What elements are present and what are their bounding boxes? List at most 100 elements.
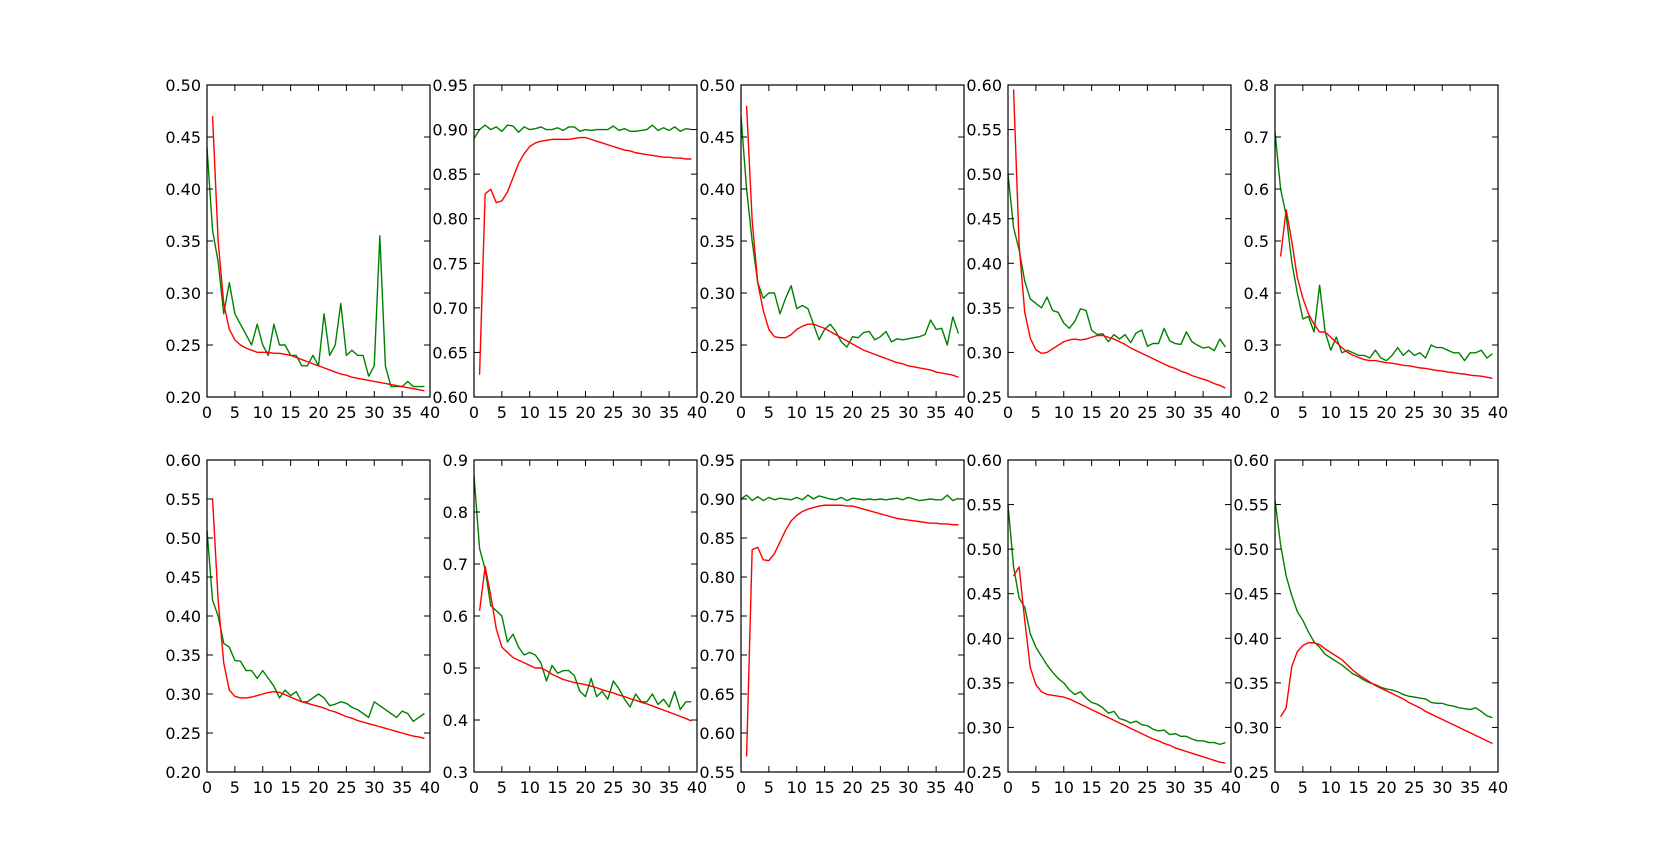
y-tick-label: 0.85 [432, 165, 468, 184]
subplot-8: 0 5 10 15 20 25 30 35 40 0.55 0.60 0.65 0.70 0.75 0.80… [699, 451, 974, 797]
x-tick-label: 15 [1348, 403, 1368, 422]
x-tick-label: 20 [575, 778, 595, 797]
y-tick-label: 0.55 [1233, 496, 1269, 515]
series-line-2 [1012, 566, 1226, 764]
y-tick-label: 0.25 [966, 763, 1002, 782]
y-tick-label: 0.65 [432, 343, 468, 362]
y-tick-label: 0.30 [966, 718, 1002, 737]
y-tick-label: 0.7 [1244, 128, 1269, 147]
x-tick-label: 25 [603, 778, 623, 797]
series-line-2 [745, 105, 959, 378]
y-tick-label: 0.35 [165, 646, 201, 665]
subplot-2: 0 5 10 15 20 25 30 35 40 0.60 0.65 0.70 0.75 0.80 0.85… [432, 76, 707, 422]
y-tick-label: 0.8 [1244, 76, 1269, 95]
x-tick-label: 25 [1137, 778, 1157, 797]
series-line-1 [740, 494, 959, 502]
x-tick-label: 15 [814, 403, 834, 422]
y-tick-label: 0.8 [443, 503, 468, 522]
series-line-2 [1279, 209, 1493, 379]
y-tick-label: 0.9 [443, 451, 468, 470]
series-line-1 [1274, 131, 1493, 362]
y-tick-label: 0.40 [165, 607, 201, 626]
y-tick-label: 0.60 [699, 724, 735, 743]
x-tick-label: 5 [1031, 403, 1041, 422]
x-tick-label: 10 [1321, 403, 1341, 422]
x-tick-label: 5 [230, 403, 240, 422]
x-tick-label: 10 [1054, 403, 1074, 422]
x-tick-label: 5 [1031, 778, 1041, 797]
subplot-4: 0 5 10 15 20 25 30 35 40 0.25 0.30 0.35 0.40 0.45 0.50… [966, 76, 1241, 422]
x-tick-label: 0 [736, 403, 746, 422]
x-tick-label: 30 [1432, 403, 1452, 422]
x-tick-label: 15 [1348, 778, 1368, 797]
y-tick-label: 0.25 [966, 388, 1002, 407]
x-tick-label: 35 [659, 778, 679, 797]
y-tick-label: 0.35 [966, 299, 1002, 318]
x-tick-label: 10 [520, 778, 540, 797]
x-tick-label: 40 [420, 403, 440, 422]
y-tick-label: 0.45 [165, 128, 201, 147]
series-line-2 [1012, 89, 1226, 389]
x-tick-label: 0 [736, 778, 746, 797]
x-tick-label: 25 [1404, 403, 1424, 422]
y-tick-label: 0.7 [443, 555, 468, 574]
y-tick-label: 0.45 [699, 128, 735, 147]
x-tick-label: 35 [1460, 778, 1480, 797]
y-tick-label: 0.3 [443, 763, 468, 782]
x-tick-label: 20 [1109, 778, 1129, 797]
x-tick-label: 35 [926, 403, 946, 422]
y-tick-label: 0.75 [432, 254, 468, 273]
y-tick-label: 0.30 [699, 284, 735, 303]
x-tick-label: 10 [253, 778, 273, 797]
x-tick-label: 20 [842, 403, 862, 422]
y-tick-label: 0.45 [966, 585, 1002, 604]
y-tick-label: 0.35 [699, 232, 735, 251]
x-tick-label: 35 [392, 403, 412, 422]
y-tick-label: 0.60 [966, 76, 1002, 95]
x-tick-label: 20 [308, 778, 328, 797]
y-tick-label: 0.50 [1233, 540, 1269, 559]
y-tick-label: 0.35 [165, 232, 201, 251]
x-tick-label: 35 [392, 778, 412, 797]
y-tick-label: 0.60 [966, 451, 1002, 470]
y-tick-label: 0.85 [699, 529, 735, 548]
x-tick-label: 25 [1404, 778, 1424, 797]
y-tick-label: 0.70 [432, 299, 468, 318]
x-tick-label: 30 [631, 403, 651, 422]
x-tick-label: 30 [898, 403, 918, 422]
x-tick-label: 5 [1298, 403, 1308, 422]
y-tick-label: 0.3 [1244, 336, 1269, 355]
y-tick-label: 0.25 [1233, 763, 1269, 782]
series-line-2 [211, 498, 425, 740]
x-tick-label: 10 [787, 403, 807, 422]
x-tick-label: 5 [764, 778, 774, 797]
y-tick-label: 0.90 [699, 490, 735, 509]
y-tick-label: 0.90 [432, 121, 468, 140]
x-tick-label: 30 [364, 778, 384, 797]
x-tick-label: 0 [1270, 403, 1280, 422]
y-tick-label: 0.25 [165, 724, 201, 743]
x-tick-label: 40 [1221, 403, 1241, 422]
x-tick-label: 20 [575, 403, 595, 422]
series-line-1 [473, 475, 692, 711]
y-tick-label: 0.50 [966, 165, 1002, 184]
x-tick-label: 30 [1165, 403, 1185, 422]
y-tick-label: 0.25 [165, 336, 201, 355]
x-tick-label: 5 [497, 778, 507, 797]
x-tick-label: 0 [469, 403, 479, 422]
y-tick-label: 0.75 [699, 607, 735, 626]
y-tick-label: 0.95 [432, 76, 468, 95]
x-tick-label: 0 [1003, 778, 1013, 797]
series-line-1 [1274, 500, 1493, 719]
x-tick-label: 0 [1003, 403, 1013, 422]
subplot-6: 0 5 10 15 20 25 30 35 40 0.20 0.25 0.30 0.35 0.40 0.45… [165, 451, 440, 797]
x-tick-label: 25 [336, 778, 356, 797]
subplot-7: 0 5 10 15 20 25 30 35 40 0.3 0.4 0.5 0.6 0.7 0.8 0.9 [443, 451, 708, 797]
x-tick-label: 40 [1488, 778, 1508, 797]
series-line-2 [478, 565, 692, 722]
subplot-10: 0 5 10 15 20 25 30 35 40 0.25 0.30 0.35 0.40 0.45 0.50… [1233, 451, 1508, 797]
x-tick-label: 30 [631, 778, 651, 797]
y-tick-label: 0.6 [1244, 180, 1269, 199]
x-tick-label: 5 [497, 403, 507, 422]
